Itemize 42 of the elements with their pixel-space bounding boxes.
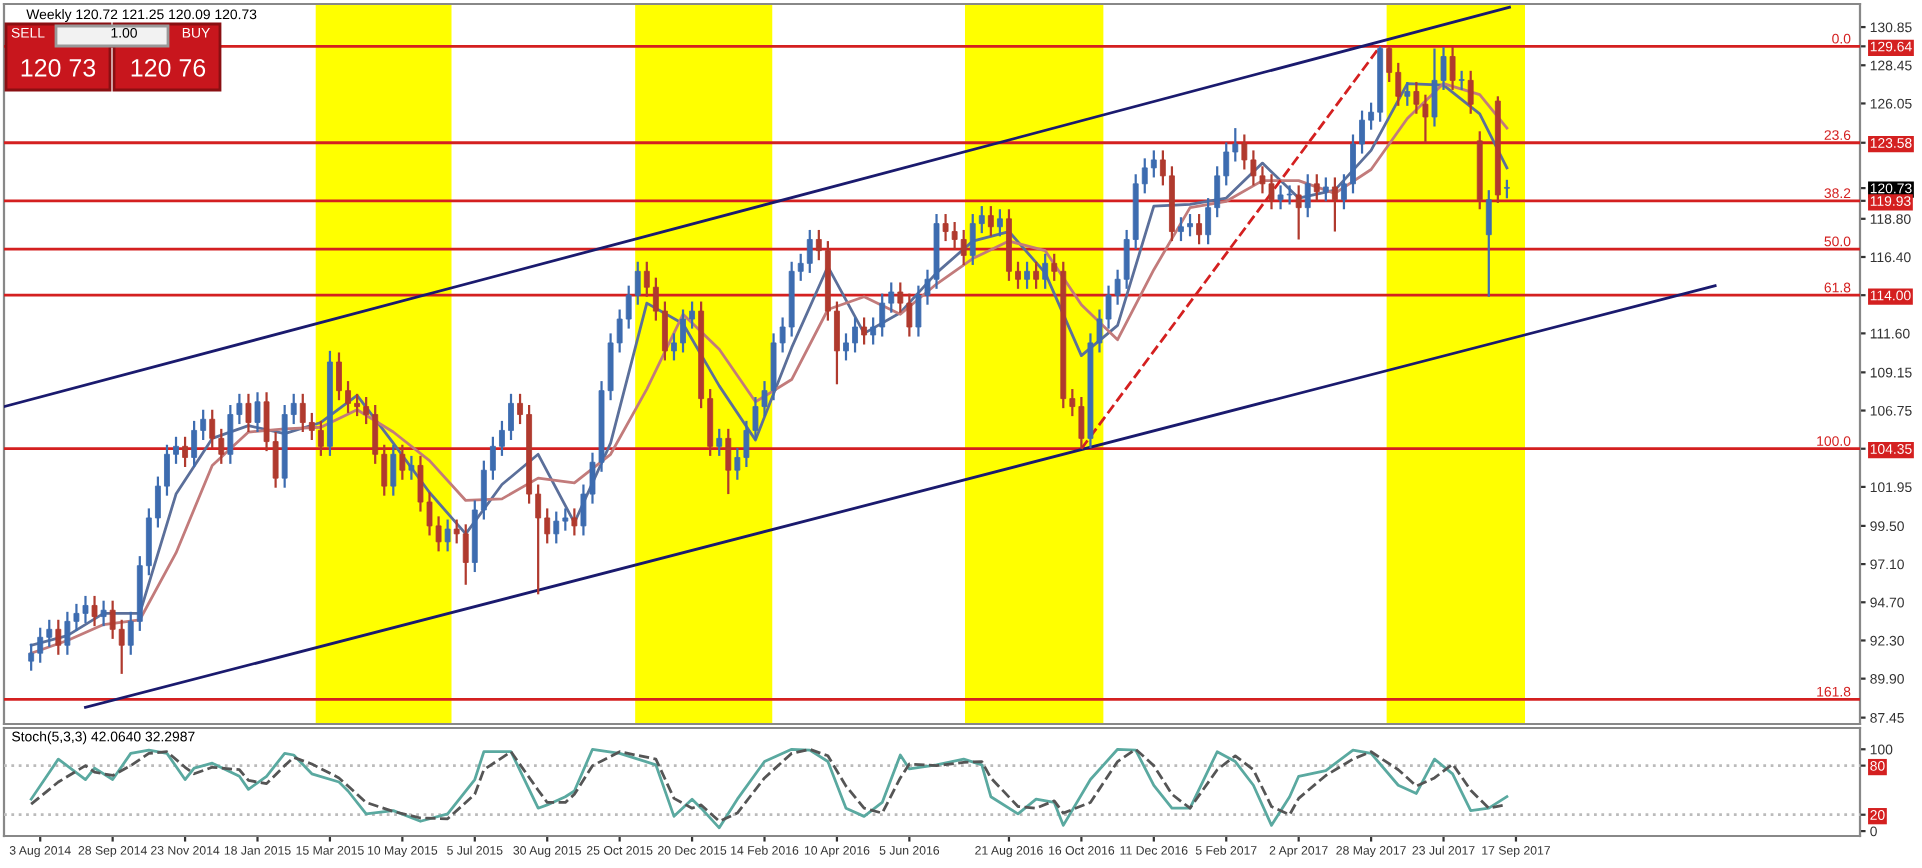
- candlestick: [28, 642, 35, 672]
- candlestick: [1024, 260, 1030, 290]
- candlestick: [245, 392, 252, 434]
- annotation: 120 73: [21, 59, 96, 77]
- candlestick: [1295, 184, 1302, 241]
- candlestick: [209, 408, 216, 450]
- candlestick: [725, 427, 732, 496]
- candlestick: [399, 443, 406, 481]
- candlestick: [987, 204, 994, 238]
- candlestick: [1331, 176, 1338, 233]
- candlestick: [1458, 69, 1465, 92]
- candlestick: [1485, 189, 1492, 298]
- candlestick: [462, 523, 469, 586]
- candlestick: [408, 454, 415, 481]
- candlestick: [716, 427, 723, 457]
- annotation: 120 76: [131, 59, 206, 77]
- candlestick: [1150, 149, 1157, 179]
- candlestick: [100, 599, 107, 628]
- candlestick: [1313, 173, 1320, 203]
- candlestick: [182, 435, 188, 469]
- candlestick: [317, 419, 324, 457]
- candlestick: [806, 228, 813, 275]
- candlestick: [553, 510, 560, 545]
- candlestick: [571, 507, 578, 537]
- candlestick: [91, 594, 98, 628]
- candlestick: [1304, 173, 1311, 219]
- candlestick: [118, 618, 125, 675]
- candlestick: [1504, 178, 1510, 200]
- candlestick: [254, 391, 261, 434]
- candlestick: [191, 419, 198, 469]
- candlestick: [390, 443, 397, 497]
- candlestick: [1322, 176, 1329, 203]
- candlestick: [1042, 252, 1049, 290]
- candlestick: [1196, 212, 1202, 246]
- candlestick: [861, 316, 868, 346]
- candlestick: [1467, 69, 1474, 115]
- candlestick: [444, 518, 451, 553]
- candlestick: [1033, 260, 1040, 290]
- candlestick: [1449, 45, 1456, 92]
- candlestick: [55, 618, 62, 656]
- candlestick: [1404, 80, 1411, 107]
- candlestick: [996, 208, 1003, 238]
